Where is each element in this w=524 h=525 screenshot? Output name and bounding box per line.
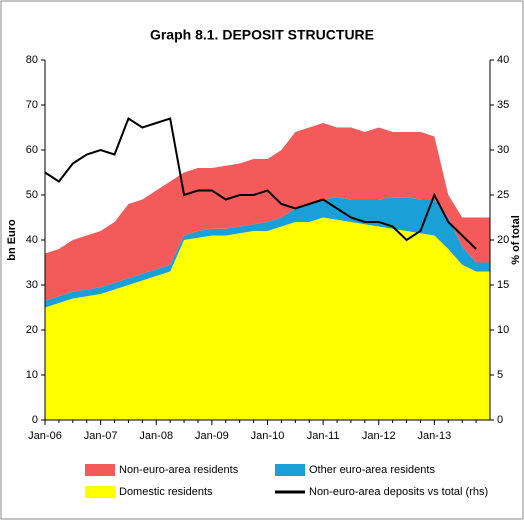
y2-tick-label: 40 bbox=[497, 54, 509, 66]
legend-swatch bbox=[275, 464, 305, 476]
y2-tick-label: 30 bbox=[497, 144, 509, 156]
y-tick-label: 30 bbox=[26, 279, 38, 291]
line bbox=[44, 116, 477, 250]
y-tick-label: 20 bbox=[26, 324, 38, 336]
y-tick-label: 50 bbox=[26, 189, 38, 201]
x-tick-label: Jan-12 bbox=[362, 430, 396, 442]
area bbox=[45, 123, 490, 301]
y2-tick-label: 10 bbox=[497, 324, 509, 336]
x-tick-label: Jan-13 bbox=[418, 430, 452, 442]
legend-swatch bbox=[85, 464, 115, 476]
x-tick-label: Jan-10 bbox=[251, 430, 285, 442]
y-axis-title: bn Euro bbox=[6, 219, 18, 261]
legend-label: Domestic residents bbox=[119, 486, 213, 498]
area bbox=[45, 197, 490, 308]
y-tick-label: 80 bbox=[26, 54, 38, 66]
x-tick-label: Jan-11 bbox=[307, 430, 340, 442]
legend-label: Non-euro-area residents bbox=[119, 464, 239, 476]
y2-tick-label: 15 bbox=[497, 279, 509, 291]
x-tick-label: Jan-06 bbox=[28, 430, 62, 442]
y-tick-label: 70 bbox=[26, 99, 38, 111]
y2-tick-label: 0 bbox=[497, 414, 503, 426]
y2-tick-label: 35 bbox=[497, 99, 509, 111]
chart-title: Graph 8.1. DEPOSIT STRUCTURE bbox=[150, 27, 374, 43]
y2-axis-title: % of total bbox=[510, 215, 522, 265]
y-tick-label: 0 bbox=[32, 414, 38, 426]
x-tick-label: Jan-08 bbox=[139, 430, 173, 442]
y-tick-label: 40 bbox=[26, 234, 38, 246]
area bbox=[45, 217, 490, 420]
y-tick-label: 10 bbox=[26, 369, 38, 381]
legend-label: Non-euro-area deposits vs total (rhs) bbox=[309, 486, 488, 498]
legend-swatch bbox=[85, 486, 115, 498]
y2-tick-label: 25 bbox=[497, 189, 509, 201]
y2-tick-label: 20 bbox=[497, 234, 509, 246]
x-tick-label: Jan-07 bbox=[84, 430, 118, 442]
y2-tick-label: 5 bbox=[497, 369, 503, 381]
x-tick-label: Jan-09 bbox=[195, 430, 229, 442]
y-tick-label: 60 bbox=[26, 144, 38, 156]
legend-label: Other euro-area residents bbox=[309, 464, 435, 476]
